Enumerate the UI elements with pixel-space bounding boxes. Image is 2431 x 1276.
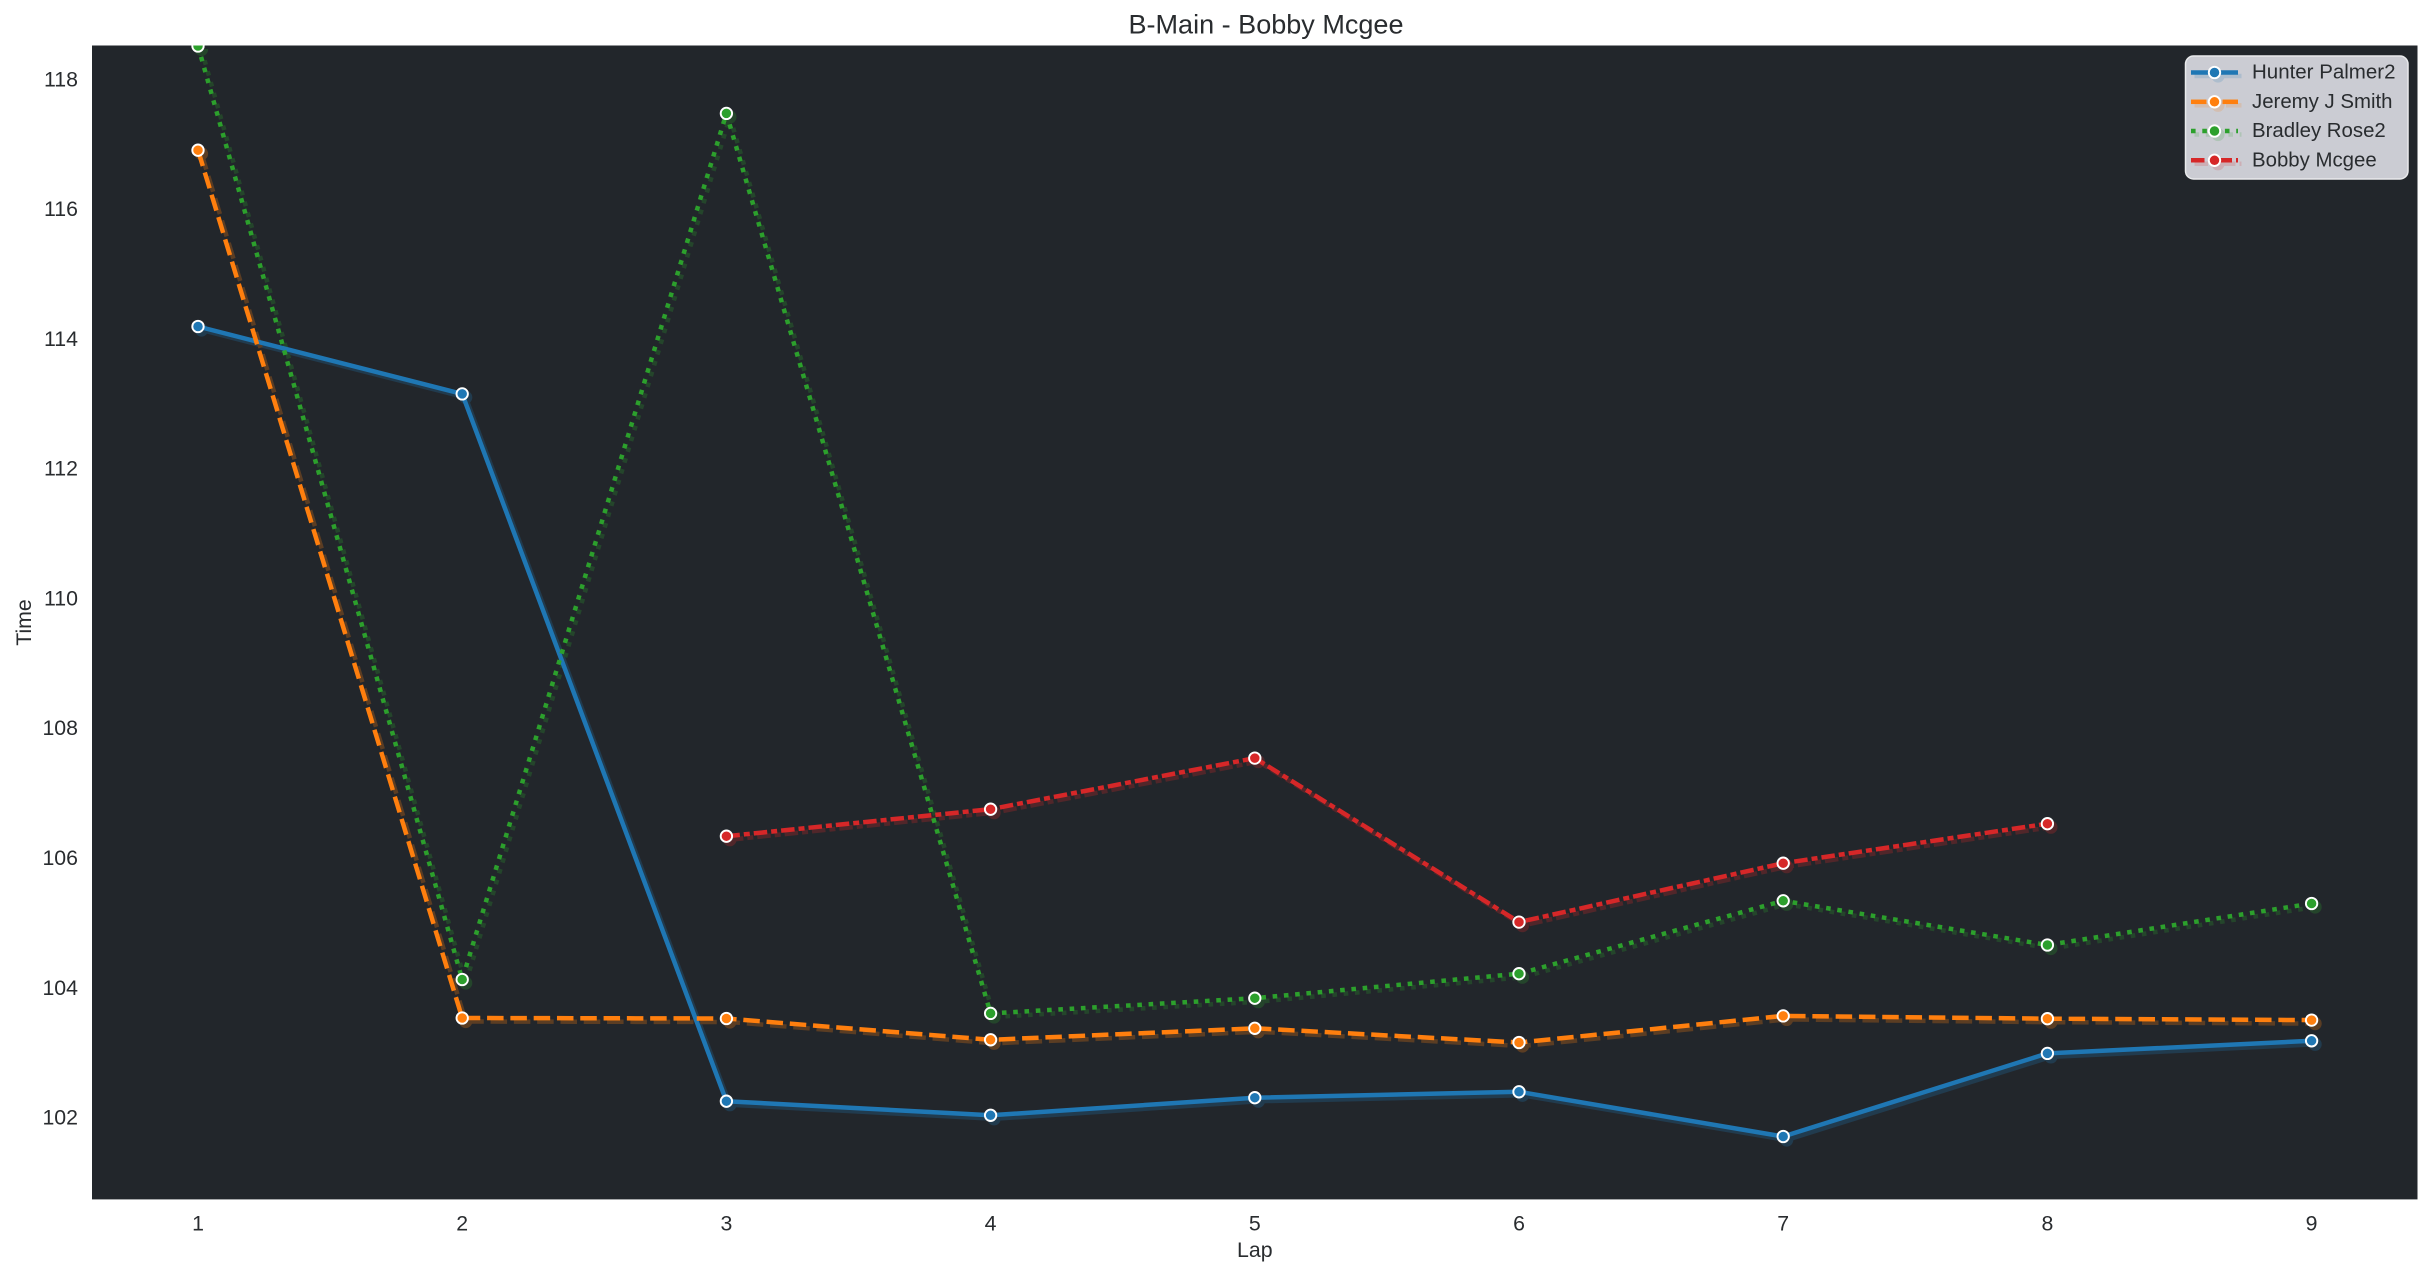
svg-text:104: 104 xyxy=(42,976,78,1000)
svg-text:B-Main - Bobby Mcgee: B-Main - Bobby Mcgee xyxy=(1129,10,1404,40)
svg-text:4: 4 xyxy=(985,1212,997,1236)
svg-text:2: 2 xyxy=(456,1212,468,1236)
svg-text:8: 8 xyxy=(2041,1212,2053,1236)
svg-text:112: 112 xyxy=(44,457,78,481)
svg-text:9: 9 xyxy=(2306,1212,2318,1236)
svg-text:5: 5 xyxy=(1249,1212,1261,1236)
svg-text:Bobby Mcgee: Bobby Mcgee xyxy=(2252,149,2377,171)
svg-text:102: 102 xyxy=(42,1106,78,1130)
svg-text:Jeremy J Smith: Jeremy J Smith xyxy=(2252,91,2393,113)
svg-text:106: 106 xyxy=(42,846,78,870)
svg-text:118: 118 xyxy=(44,68,78,92)
svg-text:108: 108 xyxy=(42,716,78,740)
svg-text:116: 116 xyxy=(44,197,78,221)
svg-text:Lap: Lap xyxy=(1237,1238,1273,1262)
svg-text:Bradley Rose2: Bradley Rose2 xyxy=(2252,120,2386,142)
svg-text:1: 1 xyxy=(192,1212,204,1236)
svg-text:3: 3 xyxy=(720,1212,732,1236)
svg-text:114: 114 xyxy=(44,327,78,351)
svg-text:6: 6 xyxy=(1513,1212,1525,1236)
svg-text:110: 110 xyxy=(44,587,78,611)
svg-text:Hunter Palmer2: Hunter Palmer2 xyxy=(2252,62,2396,84)
svg-text:7: 7 xyxy=(1777,1212,1789,1236)
svg-text:Time: Time xyxy=(12,599,36,646)
